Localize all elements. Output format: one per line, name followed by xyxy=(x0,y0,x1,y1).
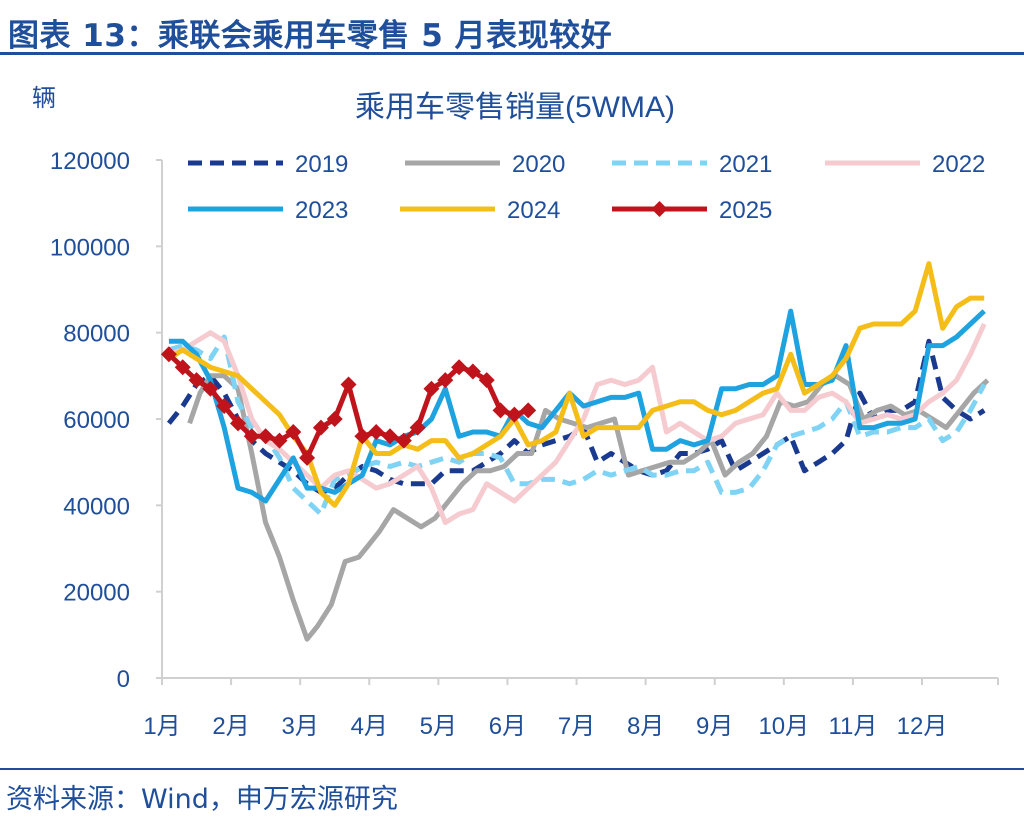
data-point-2025 xyxy=(437,372,454,389)
chart-axes: 0 20000 40000 60000 80000 100000 120000 1月 2月 3月 4… xyxy=(50,148,999,740)
y-tick-label: 20000 xyxy=(63,580,130,607)
x-tick-label: 4月 xyxy=(351,713,388,740)
data-point-2025 xyxy=(520,402,537,419)
data-point-2025 xyxy=(492,402,509,419)
data-point-2025 xyxy=(409,419,426,436)
x-tick-label: 1月 xyxy=(143,713,180,740)
data-point-2025 xyxy=(395,432,412,449)
data-point-2025 xyxy=(312,419,329,436)
data-point-2025 xyxy=(478,372,495,389)
chart-legend: 2019 2020 2021 2022 2023 2024 2025 xyxy=(188,151,985,224)
source-note: 资料来源：Wind，申万宏源研究 xyxy=(6,784,398,815)
x-tick-label: 11月 xyxy=(828,713,877,740)
figure-title: 图表 13：乘联会乘用车零售 5 月表现较好 xyxy=(8,18,613,54)
header-divider xyxy=(0,52,1024,55)
data-point-2025 xyxy=(368,423,385,440)
legend-label-2022: 2022 xyxy=(932,151,985,178)
data-point-2025 xyxy=(340,376,357,393)
data-point-2025 xyxy=(285,423,302,440)
data-point-2025 xyxy=(464,363,481,380)
data-point-2025 xyxy=(243,428,260,445)
data-point-2025 xyxy=(451,359,468,376)
data-point-2025 xyxy=(230,415,246,432)
x-tick-label: 7月 xyxy=(558,713,595,740)
data-point-2025 xyxy=(299,449,316,466)
data-point-2025 xyxy=(382,428,398,445)
y-axis-unit-label: 辆 xyxy=(32,85,56,112)
legend-label-2019: 2019 xyxy=(295,151,348,178)
data-point-2025 xyxy=(257,428,274,445)
x-tick-label: 10月 xyxy=(758,713,809,740)
series-line-2024 xyxy=(167,261,985,508)
legend-label-2020: 2020 xyxy=(512,151,565,178)
series-line-2022 xyxy=(168,322,987,526)
x-tick-label: 3月 xyxy=(282,713,319,740)
data-point-2025 xyxy=(160,346,177,363)
x-tick-label: 5月 xyxy=(420,713,457,740)
data-point-2025 xyxy=(271,432,288,449)
legend-label-2023: 2023 xyxy=(295,197,348,224)
footer-divider xyxy=(0,768,1024,770)
legend-label-2024: 2024 xyxy=(507,197,560,224)
data-point-2025 xyxy=(216,398,233,415)
data-point-2025 xyxy=(354,428,371,445)
legend-label-2025: 2025 xyxy=(719,197,772,224)
chart-title: 乘用车零售销量(5WMA) xyxy=(355,91,675,124)
x-tick-label: 9月 xyxy=(696,713,733,740)
data-point-2025 xyxy=(174,359,191,376)
data-point-2025 xyxy=(506,406,523,423)
y-tick-label: 100000 xyxy=(50,234,130,261)
x-tick-label: 8月 xyxy=(627,713,664,740)
x-tick-label: 2月 xyxy=(212,713,249,740)
series-line-2020 xyxy=(187,373,990,642)
series-layer xyxy=(160,261,990,642)
data-point-2025 xyxy=(423,380,440,397)
y-tick-label: 60000 xyxy=(63,407,130,434)
series-line-2023 xyxy=(168,308,986,504)
y-tick-label: 40000 xyxy=(63,493,130,520)
y-tick-label: 0 xyxy=(117,666,130,693)
data-point-2025 xyxy=(188,372,205,389)
data-point-2025 xyxy=(202,380,219,397)
x-tick-label: 12月 xyxy=(897,713,948,740)
x-tick-label: 6月 xyxy=(489,713,526,740)
legend-marker-2025 xyxy=(651,201,668,217)
y-tick-label: 80000 xyxy=(63,321,130,348)
y-tick-label: 120000 xyxy=(50,148,130,175)
legend-label-2021: 2021 xyxy=(719,151,772,178)
data-point-2025 xyxy=(326,411,343,427)
